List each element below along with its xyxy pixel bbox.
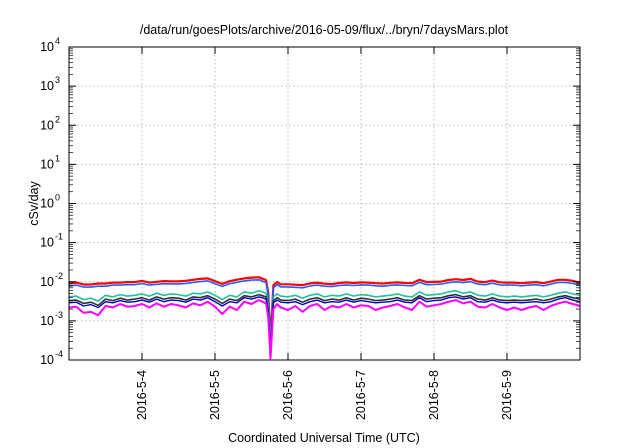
x-tick-label: 2016-5-9 <box>500 370 514 420</box>
y-tick-label: 10 -1 <box>40 232 63 250</box>
x-axis-label: Coordinated Universal Time (UTC) <box>228 431 420 445</box>
x-tick-label: 2016-5-5 <box>208 370 222 420</box>
x-tick-label: 2016-5-8 <box>427 370 441 420</box>
y-tick-label: 10 1 <box>40 153 60 171</box>
y-tick-label-exponent: -3 <box>55 310 63 320</box>
y-tick-label: 10 3 <box>40 75 60 93</box>
series-line-4 <box>68 293 581 351</box>
series-line-1 <box>68 276 581 343</box>
y-tick-label: 10 -4 <box>40 349 63 367</box>
series-line-6 <box>68 299 581 360</box>
x-tick-label: 2016-5-4 <box>135 370 149 420</box>
series-line-2 <box>68 278 581 345</box>
y-tick-label-exponent: -4 <box>55 349 63 359</box>
y-tick-label: 10 -2 <box>40 271 63 289</box>
series-line-3 <box>68 289 581 348</box>
y-tick-label: 10 4 <box>40 36 60 54</box>
y-tick-label-exponent: -1 <box>55 232 63 242</box>
x-tick-label: 2016-5-7 <box>354 370 368 420</box>
y-tick-label-base: 10 <box>40 197 54 211</box>
y-tick-label-base: 10 <box>40 236 54 250</box>
chart-title: /data/run/goesPlots/archive/2016-05-09/f… <box>140 23 509 37</box>
x-tick-labels: 2016-5-4 2016-5-5 2016-5-6 2016-5-7 2016-5-8… <box>135 370 514 420</box>
y-tick-label-base: 10 <box>40 157 54 171</box>
y-tick-label-base: 10 <box>40 314 54 328</box>
y-tick-label-base: 10 <box>40 353 54 367</box>
ticks <box>69 46 580 361</box>
y-tick-label-exponent: 4 <box>55 36 60 46</box>
y-tick-label: 10 2 <box>40 114 60 132</box>
y-axis-label: cSv/day <box>27 181 41 226</box>
y-tick-label-exponent: 0 <box>55 193 60 203</box>
y-tick-label: 10 0 <box>40 193 60 211</box>
y-tick-label: 10 -3 <box>40 310 63 328</box>
x-tick-label: 2016-5-6 <box>281 370 295 420</box>
y-tick-label-base: 10 <box>40 275 54 289</box>
grid <box>69 47 580 360</box>
y-tick-label-exponent: 1 <box>55 153 60 163</box>
y-tick-label-exponent: 3 <box>55 75 60 85</box>
y-tick-label-exponent: 2 <box>55 114 60 124</box>
y-tick-label-base: 10 <box>40 118 54 132</box>
y-tick-label-base: 10 <box>40 79 54 93</box>
y-tick-label-base: 10 <box>40 40 54 54</box>
y-tick-label-exponent: -2 <box>55 271 63 281</box>
series-layer <box>68 276 581 360</box>
series-line-5 <box>68 296 581 353</box>
